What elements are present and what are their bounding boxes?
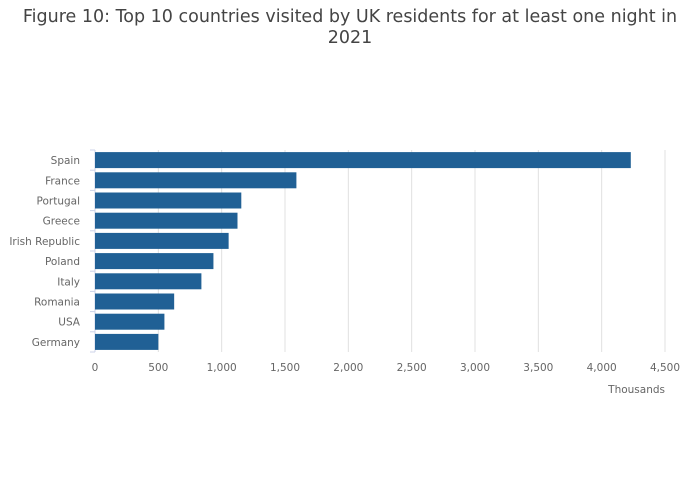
x-tick-label: 2,500	[397, 362, 427, 374]
x-tick-label: 4,000	[587, 362, 617, 374]
y-tick-label: Poland	[45, 256, 80, 268]
bar-germany	[95, 333, 159, 350]
bar-usa	[95, 313, 165, 330]
bar-france	[95, 172, 297, 189]
x-tick-label: 1,500	[270, 362, 300, 374]
bar-romania	[95, 293, 175, 310]
x-axis-label: Thousands	[607, 384, 665, 396]
x-tick-label: 0	[92, 362, 99, 374]
y-tick-label: Germany	[32, 337, 80, 349]
chart-title: Figure 10: Top 10 countries visited by U…	[22, 7, 678, 48]
y-tick-label: Irish Republic	[9, 236, 80, 248]
y-tick-label: France	[45, 175, 80, 187]
x-tick-label: 4,500	[650, 362, 680, 374]
x-tick-label: 1,000	[207, 362, 237, 374]
x-tick-label: 3,500	[523, 362, 553, 374]
x-tick-label: 2,000	[333, 362, 363, 374]
bar-poland	[95, 253, 214, 270]
y-tick-label: Greece	[43, 216, 80, 228]
y-tick-label: Portugal	[37, 196, 81, 208]
y-tick-label: Romania	[34, 297, 80, 309]
bar-portugal	[95, 192, 242, 209]
y-tick-label: USA	[58, 317, 81, 329]
y-tick-label: Italy	[57, 276, 80, 288]
bar-italy	[95, 273, 202, 290]
x-tick-label: 3,000	[460, 362, 490, 374]
x-tick-label: 500	[148, 362, 168, 374]
bar-spain	[95, 152, 631, 169]
bar-greece	[95, 212, 238, 229]
bar-irish-republic	[95, 232, 229, 249]
y-tick-label: Spain	[51, 155, 80, 167]
